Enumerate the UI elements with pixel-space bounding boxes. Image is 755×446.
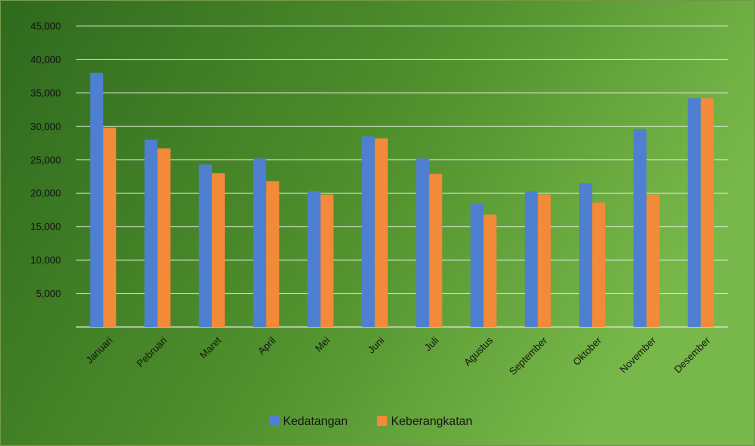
y-tick-label: 40,000 bbox=[30, 55, 61, 66]
y-tick-label: 35,000 bbox=[30, 88, 61, 99]
bar-kedatangan-pebruari bbox=[144, 139, 158, 327]
gridlines bbox=[76, 25, 728, 328]
bar-kedatangan-juli bbox=[416, 158, 430, 327]
bar-kedatangan-mei bbox=[307, 191, 321, 327]
bar-kedatangan-agustus bbox=[470, 203, 484, 327]
bar-keberangkatan-oktober bbox=[592, 202, 606, 327]
bar-keberangkatan-november bbox=[646, 194, 660, 327]
bar-kedatangan-september bbox=[524, 191, 538, 327]
bar-keberangkatan-juni bbox=[374, 138, 388, 327]
legend: Kedatangan Keberangkatan bbox=[269, 414, 472, 428]
y-tick-label: 10,000 bbox=[30, 256, 61, 267]
bar-keberangkatan-januari bbox=[103, 127, 117, 327]
bars bbox=[90, 72, 714, 328]
bar-kedatangan-maret bbox=[198, 164, 212, 327]
y-axis-tick-labels: 5,000 10,000 15,000 20,000 25,000 30,000 35,00… bbox=[30, 22, 61, 301]
bar-kedatangan-oktober bbox=[579, 183, 593, 327]
bar-kedatangan-januari bbox=[90, 72, 104, 327]
bar-keberangkatan-april bbox=[266, 181, 280, 327]
bar-keberangkatan-agustus bbox=[483, 214, 497, 327]
bar-kedatangan-juni bbox=[361, 136, 375, 327]
y-tick-label: 5,000 bbox=[36, 289, 61, 300]
legend-swatch-keberangkatan bbox=[377, 416, 387, 426]
y-tick-label: 15,000 bbox=[30, 222, 61, 233]
bar-keberangkatan-pebruari bbox=[157, 148, 171, 327]
y-tick-label: 30,000 bbox=[30, 122, 61, 133]
bar-keberangkatan-desember bbox=[700, 98, 714, 328]
legend-label-kedatangan: Kedatangan bbox=[283, 414, 348, 428]
bar-kedatangan-november bbox=[633, 129, 647, 327]
bar-kedatangan-april bbox=[253, 158, 267, 327]
legend-swatch-kedatangan bbox=[269, 416, 279, 426]
y-tick-label: 20,000 bbox=[30, 189, 61, 200]
bar-keberangkatan-mei bbox=[320, 194, 334, 327]
bar-kedatangan-desember bbox=[687, 98, 701, 328]
bar-keberangkatan-september bbox=[537, 194, 551, 327]
bar-keberangkatan-juli bbox=[429, 173, 443, 327]
y-tick-label: 45,000 bbox=[30, 22, 61, 33]
bar-keberangkatan-maret bbox=[211, 173, 225, 327]
legend-label-keberangkatan: Keberangkatan bbox=[391, 414, 472, 428]
y-tick-label: 25,000 bbox=[30, 155, 61, 166]
